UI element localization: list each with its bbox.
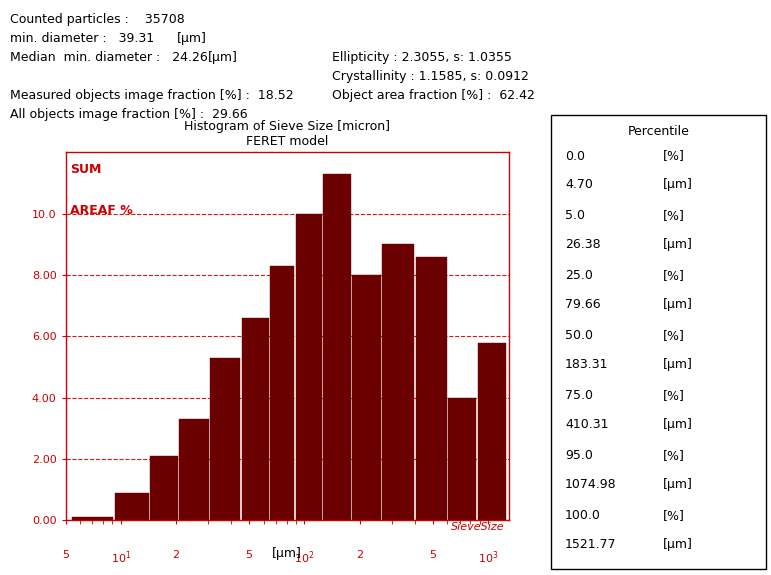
Text: $10^1$: $10^1$ bbox=[110, 550, 131, 566]
Text: SieveSize: SieveSize bbox=[451, 522, 504, 532]
Text: 0.0: 0.0 bbox=[565, 150, 585, 163]
Text: [μm]: [μm] bbox=[663, 178, 693, 191]
Text: 25.0: 25.0 bbox=[565, 270, 593, 282]
Text: $10^2$: $10^2$ bbox=[295, 550, 315, 566]
Text: 79.66: 79.66 bbox=[565, 298, 601, 311]
Text: AREAF %: AREAF % bbox=[70, 204, 133, 217]
Text: [%]: [%] bbox=[663, 449, 685, 462]
Text: [μm]: [μm] bbox=[663, 538, 693, 551]
Bar bbox=[416, 256, 446, 520]
Text: [%]: [%] bbox=[663, 270, 685, 282]
Bar bbox=[448, 398, 476, 520]
Text: 5: 5 bbox=[62, 550, 69, 559]
Text: 26.38: 26.38 bbox=[565, 238, 601, 251]
Text: 5: 5 bbox=[246, 550, 253, 559]
Text: 5: 5 bbox=[429, 550, 436, 559]
Text: Counted particles :    35708: Counted particles : 35708 bbox=[10, 13, 185, 26]
Text: 95.0: 95.0 bbox=[565, 449, 593, 462]
Bar bbox=[352, 275, 381, 520]
Text: SUM: SUM bbox=[70, 163, 101, 177]
Text: min. diameter :   39.31: min. diameter : 39.31 bbox=[10, 32, 154, 45]
Text: Median  min. diameter :   24.26: Median min. diameter : 24.26 bbox=[10, 51, 207, 64]
Text: Ellipticity : 2.3055, s: 1.0355: Ellipticity : 2.3055, s: 1.0355 bbox=[332, 51, 511, 64]
Text: $10^3$: $10^3$ bbox=[478, 550, 498, 566]
Text: 1521.77: 1521.77 bbox=[565, 538, 617, 551]
Text: 1074.98: 1074.98 bbox=[565, 478, 617, 491]
Bar bbox=[179, 419, 209, 520]
Text: 4.70: 4.70 bbox=[565, 178, 593, 191]
Text: [%]: [%] bbox=[663, 389, 685, 402]
Text: [%]: [%] bbox=[663, 209, 685, 223]
Text: [μm]: [μm] bbox=[663, 298, 693, 311]
Text: [μm]: [μm] bbox=[663, 238, 693, 251]
Text: 100.0: 100.0 bbox=[565, 509, 601, 522]
Title: Histogram of Sieve Size [micron]
FERET model: Histogram of Sieve Size [micron] FERET m… bbox=[184, 120, 390, 148]
Text: [μm]: [μm] bbox=[272, 547, 302, 561]
Text: [μm]: [μm] bbox=[663, 418, 693, 431]
Bar bbox=[323, 174, 351, 520]
Text: 2: 2 bbox=[356, 550, 363, 559]
Bar bbox=[477, 343, 507, 520]
Text: 2: 2 bbox=[173, 550, 180, 559]
Text: Crystallinity : 1.1585, s: 0.0912: Crystallinity : 1.1585, s: 0.0912 bbox=[332, 70, 528, 83]
Bar bbox=[210, 358, 241, 520]
Text: [%]: [%] bbox=[663, 329, 685, 342]
Bar bbox=[295, 214, 322, 520]
Text: [%]: [%] bbox=[663, 509, 685, 522]
Text: [μm]: [μm] bbox=[208, 51, 238, 64]
Text: All objects image fraction [%] :  29.66: All objects image fraction [%] : 29.66 bbox=[10, 108, 247, 121]
Text: [μm]: [μm] bbox=[663, 358, 693, 371]
Text: [%]: [%] bbox=[663, 150, 685, 163]
Text: Object area fraction [%] :  62.42: Object area fraction [%] : 62.42 bbox=[332, 89, 534, 102]
Bar bbox=[382, 244, 414, 520]
Text: 5.0: 5.0 bbox=[565, 209, 585, 223]
Text: 410.31: 410.31 bbox=[565, 418, 608, 431]
Bar bbox=[270, 266, 295, 520]
Text: Percentile: Percentile bbox=[628, 125, 689, 139]
Text: [μm]: [μm] bbox=[177, 32, 207, 45]
Text: 75.0: 75.0 bbox=[565, 389, 593, 402]
Text: 50.0: 50.0 bbox=[565, 329, 593, 342]
Bar bbox=[150, 456, 178, 520]
Bar bbox=[115, 493, 149, 520]
Bar bbox=[72, 518, 113, 520]
Text: 183.31: 183.31 bbox=[565, 358, 608, 371]
Text: Measured objects image fraction [%] :  18.52: Measured objects image fraction [%] : 18… bbox=[10, 89, 294, 102]
Text: [μm]: [μm] bbox=[663, 478, 693, 491]
Bar bbox=[241, 318, 268, 520]
